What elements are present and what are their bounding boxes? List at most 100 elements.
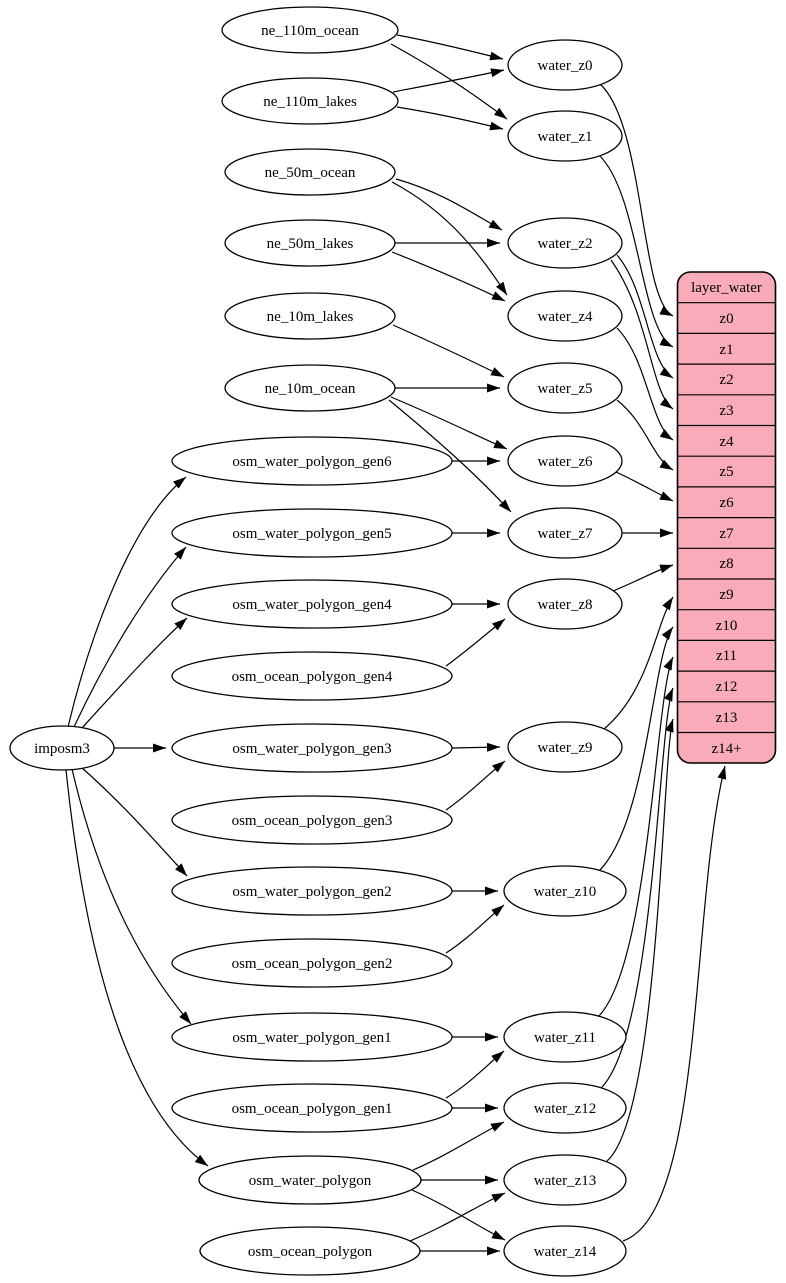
edge-ne_10m_lakes-water_z5 (392, 324, 505, 378)
table-row-z11: z11 (716, 648, 737, 664)
table-row-z6: z6 (719, 495, 734, 511)
node-water_z13: water_z13 (503, 1154, 627, 1206)
edge-osm_ocean_polygon_gen1-water_z11 (445, 1050, 505, 1099)
node-osm_water_polygon_gen6-label: osm_water_polygon_gen6 (232, 454, 392, 470)
node-osm_water_polygon: osm_water_polygon (198, 1155, 422, 1205)
node-osm_water_polygon_gen6: osm_water_polygon_gen6 (171, 436, 453, 486)
node-ne_50m_ocean: ne_50m_ocean (224, 148, 396, 196)
node-water_z10-shape (503, 865, 627, 917)
node-imposm3: imposm3 (9, 725, 115, 771)
node-osm_water_polygon_gen1-label: osm_water_polygon_gen1 (232, 1030, 391, 1046)
node-water_z5-shape (507, 362, 623, 414)
node-osm_ocean_polygon_gen4-shape (171, 651, 453, 701)
table-row-z7: z7 (719, 526, 734, 542)
edge-ne_110m_ocean-water_z1 (390, 43, 508, 120)
node-ne_50m_lakes-shape (224, 219, 396, 267)
node-water_z12: water_z12 (503, 1082, 627, 1134)
node-osm_ocean_polygon: osm_ocean_polygon (199, 1226, 421, 1276)
node-osm_ocean_polygon_gen3-label: osm_ocean_polygon_gen3 (232, 813, 393, 829)
node-water_z5: water_z5 (507, 362, 623, 414)
edge-ne_110m_ocean-water_z0 (396, 34, 504, 61)
node-osm_water_polygon_gen4-shape (171, 579, 453, 629)
node-water_z1-shape (507, 110, 623, 162)
node-osm_ocean_polygon-label: osm_ocean_polygon (248, 1244, 373, 1260)
node-osm_water_polygon-label: osm_water_polygon (249, 1173, 372, 1189)
edge-imposm3-osm_water_polygon_gen6 (67, 476, 187, 728)
edge-osm_ocean_polygon_gen3-water_z9 (445, 760, 506, 811)
node-osm_water_polygon_gen2: osm_water_polygon_gen2 (171, 866, 453, 916)
table-layer_water: layer_water z0 z1 z2 z3 z4 z5 z6 z7 z8 z… (676, 271, 777, 764)
node-osm_ocean_polygon_gen2-label: osm_ocean_polygon_gen2 (232, 956, 393, 972)
node-ne_110m_ocean-label: ne_110m_ocean (261, 23, 359, 39)
table-header-label: layer_water (691, 280, 762, 296)
node-imposm3-label: imposm3 (34, 741, 90, 757)
node-osm_water_polygon_gen2-shape (171, 866, 453, 916)
table-row-z12: z12 (716, 679, 738, 695)
node-osm_ocean_polygon_gen4: osm_ocean_polygon_gen4 (171, 651, 453, 701)
edge-water_z10-row_z10 (598, 626, 674, 872)
edge-osm_ocean_polygon_gen2-water_z10 (445, 904, 505, 954)
node-imposm3-shape (9, 725, 115, 771)
node-water_z5-label: water_z5 (538, 381, 593, 397)
node-water_z0-shape (507, 39, 623, 91)
edge-water_z4-row_z4 (616, 327, 674, 441)
table-row-z1: z1 (719, 342, 733, 358)
table-row-z9: z9 (719, 587, 733, 603)
edge-ne_50m_ocean-water_z2 (395, 178, 503, 231)
node-water_z9-shape (507, 721, 623, 773)
node-water_z12-label: water_z12 (534, 1101, 596, 1117)
node-water_z7-shape (507, 507, 623, 559)
node-osm_ocean_polygon_gen1: osm_ocean_polygon_gen1 (171, 1083, 453, 1133)
node-osm_water_polygon_gen3-shape (171, 723, 453, 773)
edge-imposm3-osm_water_polygon (65, 769, 209, 1167)
node-ne_10m_lakes-label: ne_10m_lakes (267, 309, 354, 325)
node-water_z8-label: water_z8 (538, 597, 593, 613)
node-water_z14-label: water_z14 (534, 1244, 597, 1260)
edge-water_z13-row_z13 (606, 718, 674, 1162)
node-water_z6-shape (507, 435, 623, 487)
edge-ne_10m_ocean-water_z7 (388, 399, 512, 513)
intermediate-nodes: water_z0 water_z1 water_z2 water_z4 wate… (503, 39, 627, 1277)
node-osm_water_polygon_gen4-label: osm_water_polygon_gen4 (232, 597, 392, 613)
node-osm_water_polygon_gen5: osm_water_polygon_gen5 (171, 508, 453, 558)
node-water_z8: water_z8 (507, 578, 623, 630)
edge-ne_110m_lakes-water_z0 (392, 68, 505, 93)
node-water_z9: water_z9 (507, 721, 623, 773)
node-water_z10: water_z10 (503, 865, 627, 917)
node-osm_water_polygon_gen5-label: osm_water_polygon_gen5 (232, 526, 391, 542)
node-osm_ocean_polygon_gen2: osm_ocean_polygon_gen2 (171, 938, 453, 988)
node-water_z1: water_z1 (507, 110, 623, 162)
node-water_z2: water_z2 (507, 217, 623, 269)
node-ne_110m_ocean-shape (221, 6, 399, 54)
source-nodes: ne_110m_ocean ne_110m_lakes ne_50m_ocean… (9, 6, 453, 1276)
node-water_z14-shape (503, 1225, 627, 1277)
table-row-z2: z2 (719, 372, 733, 388)
node-osm_ocean_polygon_gen3-shape (171, 795, 453, 845)
node-ne_10m_lakes: ne_10m_lakes (224, 292, 396, 340)
node-osm_ocean_polygon_gen2-shape (171, 938, 453, 988)
node-osm_ocean_polygon-shape (199, 1226, 421, 1276)
node-ne_50m_lakes-label: ne_50m_lakes (267, 236, 354, 252)
edge-osm_ocean_polygon_gen4-water_z8 (445, 618, 506, 667)
node-osm_water_polygon_gen6-shape (171, 436, 453, 486)
edge-osm_ocean_polygon-water_z13 (409, 1192, 506, 1242)
table-row-z8: z8 (719, 556, 733, 572)
edge-osm_water_polygon_gen3-water_z9 (451, 742, 501, 752)
node-ne_10m_ocean-label: ne_10m_ocean (265, 381, 356, 397)
node-water_z11-label: water_z11 (534, 1030, 596, 1046)
node-water_z9-label: water_z9 (538, 740, 593, 756)
edge-water_z12-row_z12 (600, 687, 674, 1089)
edge-water_z2-row_z2 (616, 254, 674, 379)
node-ne_10m_ocean-shape (224, 364, 396, 412)
node-osm_water_polygon_gen1-shape (171, 1012, 453, 1062)
node-water_z10-label: water_z10 (534, 884, 596, 900)
node-ne_110m_lakes-shape (221, 77, 399, 125)
node-osm_water_polygon_gen2-label: osm_water_polygon_gen2 (232, 884, 391, 900)
node-water_z12-shape (503, 1082, 627, 1134)
edge-imposm3-osm_water_polygon_gen1 (71, 768, 192, 1025)
node-ne_110m_lakes-label: ne_110m_lakes (263, 94, 357, 110)
node-ne_110m_lakes: ne_110m_lakes (221, 77, 399, 125)
edge-imposm3-osm_water_polygon_gen5 (73, 546, 187, 728)
